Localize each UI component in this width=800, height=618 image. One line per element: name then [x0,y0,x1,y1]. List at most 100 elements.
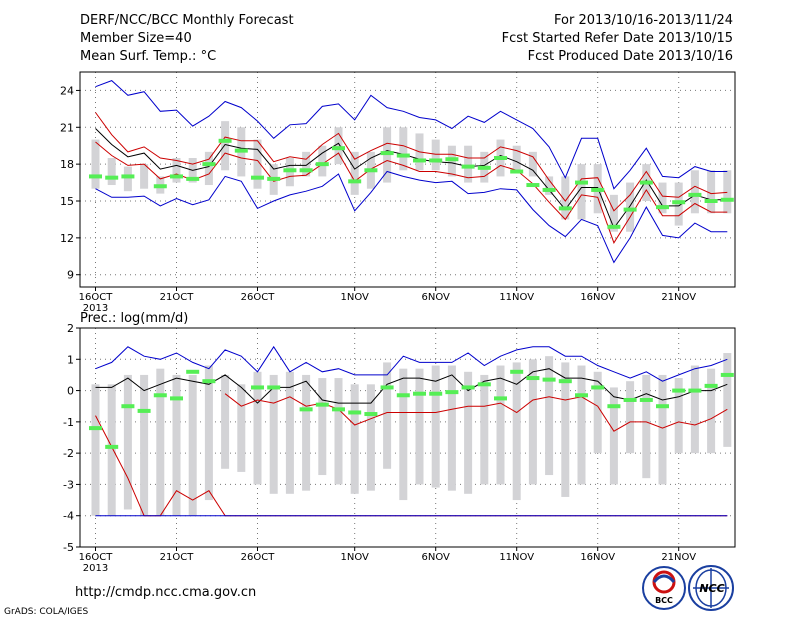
median-marker [121,404,135,409]
spread-box [350,384,359,494]
median-marker [526,376,540,381]
median-marker [251,385,264,390]
series-line-p84 [95,112,728,212]
series-line-p16 [95,141,728,244]
bcc-logo-text: BCC [655,596,673,605]
y-tick-label: 0 [67,385,74,398]
spread-box [609,387,618,485]
x-year-label: 2013 [83,563,108,574]
median-marker [348,410,362,415]
spread-box [172,158,181,183]
series-line-min [95,170,728,264]
median-marker [720,372,734,377]
median-marker [558,206,572,211]
median-marker [283,168,297,173]
spread-box [172,374,181,516]
y-tick-label: -5 [63,541,74,554]
median-marker [688,388,702,393]
spread-box [140,164,149,189]
median-marker [656,404,669,409]
spread-box [512,145,521,171]
y-tick-label: -1 [63,416,74,429]
median-marker [202,162,216,167]
median-marker [704,383,718,388]
spread-box [431,365,440,488]
spread-box [91,139,100,189]
median-marker [526,183,540,188]
chart-title: DERF/NCC/BCC Monthly Forecast [80,13,294,28]
y-tick-label: 21 [60,121,74,134]
median-marker [494,156,507,160]
spread-box [593,371,602,454]
median-marker [558,379,572,384]
spread-box [528,359,537,485]
member-size-label: Member Size=40 [80,31,192,46]
median-marker [380,151,394,156]
spread-box [707,170,716,214]
grads-credit: GrADS: COLA/IGES [4,607,88,617]
spread-box [723,170,732,214]
x-year-label: 2013 [83,303,108,314]
x-tick-label: 11NOV [499,292,534,303]
spread-box [464,371,473,494]
median-marker [510,169,524,174]
median-marker [575,180,588,185]
x-tick-label: 1NOV [341,552,370,563]
x-tick-label: 16NOV [580,292,615,303]
spread-box [447,365,456,491]
spread-box [431,139,440,171]
median-marker [315,162,329,167]
spread-box [334,127,343,165]
median-marker [267,385,281,390]
spread-box [107,158,116,186]
spread-box [674,378,683,454]
spread-box [366,384,375,491]
spread-box [156,368,165,516]
ncc-logo-text: NCC [699,582,724,595]
median-marker [656,205,669,210]
plot-frame [79,71,736,288]
x-tick-label: 1NOV [341,292,370,303]
median-marker [348,179,362,184]
spread-box [626,182,635,232]
spread-box [204,365,213,501]
median-marker [332,407,345,412]
x-tick-label: 21NOV [661,552,696,563]
median-marker [704,199,718,203]
median-marker [510,369,524,374]
median-marker [315,402,329,407]
spread-box [302,374,311,491]
spread-box [221,374,230,469]
spread-box [545,176,554,195]
x-tick-label: 21NOV [661,292,696,303]
median-marker [542,187,556,192]
bcc-logo: BCC [642,566,686,610]
median-marker [639,397,653,402]
median-marker [623,207,637,212]
source-url[interactable]: http://cmdp.ncc.cma.gov.cn [75,585,256,600]
median-marker [170,396,183,401]
median-marker [153,393,167,398]
median-marker [542,377,556,382]
median-marker [429,158,443,163]
spread-box [512,362,521,501]
median-marker [299,168,313,173]
median-marker [299,407,313,412]
median-marker [413,391,426,396]
median-marker [720,197,734,202]
median-marker [623,397,637,402]
x-tick-label: 16NOV [580,552,615,563]
median-marker [445,390,459,395]
y-tick-label: 9 [67,269,74,282]
median-marker [332,146,345,151]
spread-box [350,151,359,195]
spread-box [123,166,132,192]
median-marker [364,168,378,173]
spread-box [626,381,635,454]
spread-box [285,371,294,494]
x-tick-label: 21OCT [160,552,195,563]
spread-box [399,127,408,171]
spread-box [188,374,197,516]
median-marker [121,174,135,179]
median-marker [170,174,183,179]
